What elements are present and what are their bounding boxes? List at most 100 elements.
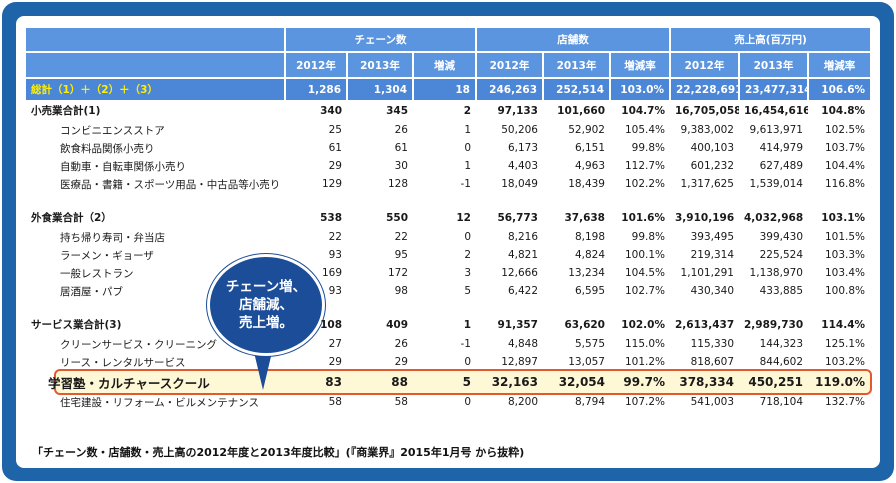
row-cell: 12,897 — [501, 356, 538, 368]
row-cell: 12,666 — [501, 267, 538, 279]
row-cell: 8,216 — [507, 231, 538, 243]
spacer-row — [26, 193, 870, 207]
row-cell: 101.2% — [624, 356, 665, 368]
row-cell: 430,340 — [690, 285, 734, 297]
row-cell: 1,101,291 — [680, 267, 734, 279]
row-cell: 6,173 — [507, 142, 538, 154]
row-cell: 95 — [394, 249, 408, 261]
row-cell: 4,821 — [507, 249, 538, 261]
total-cell: 23,477,314 — [738, 78, 808, 100]
table-row: 飲食料品関係小売り 61 61 0 6,173 6,151 99.8% 400,103 414,… — [26, 139, 870, 157]
row-cell: 8,200 — [507, 396, 538, 408]
row-cell: 399,430 — [759, 231, 803, 243]
row-cell: 16,454,616 — [744, 104, 808, 117]
row-label: 外食業合計（2） — [31, 212, 112, 224]
header-group-row: チェーン数 店舗数 売上高(百万円) — [26, 28, 871, 53]
row-cell: 105.4% — [624, 124, 665, 136]
row-cell: 99.7% — [623, 375, 665, 389]
row-label: 医療品・書籍・スポーツ用品・中古品等小売り — [60, 178, 281, 191]
row-cell: 225,524 — [759, 249, 803, 261]
row-cell: 550 — [386, 211, 408, 224]
row-label: クリーンサービス・クリーニング — [60, 338, 217, 351]
row-cell: 100.1% — [624, 249, 665, 261]
row-label: 小売業合計(1) — [31, 105, 101, 117]
row-cell: 9,383,002 — [680, 124, 734, 136]
row-cell: 26 — [394, 338, 408, 350]
row-cell: 93 — [328, 249, 342, 261]
row-cell: 104.4% — [824, 160, 866, 172]
row-cell: 169 — [321, 267, 342, 279]
row-cell: 18,049 — [501, 178, 538, 190]
row-label: 一般レストラン — [60, 267, 134, 280]
row-label: 飲食料品関係小売り — [60, 142, 155, 155]
row-cell: 107.2% — [624, 396, 665, 408]
table-row: リース・レンタルサービス 29 29 0 12,897 13,057 101.2% 818,6… — [26, 353, 870, 371]
row-cell: 29 — [394, 356, 408, 368]
header-sub-row: 2012年 2013年 増減 2012年 2013年 増減率 2012年 201… — [26, 52, 871, 79]
row-cell: 29 — [328, 356, 342, 368]
callout-line: チェーン増、 — [225, 279, 307, 295]
row-cell: 103.2% — [824, 356, 866, 368]
row-cell: 100.8% — [824, 285, 866, 297]
row-label: 居酒屋・パブ — [60, 285, 123, 298]
header-sub: 増減率 — [806, 52, 871, 79]
section-total-row: 小売業合計(1) 340 345 2 97,133 101,660 104.7% 16,705… — [26, 100, 870, 121]
row-cell: 29 — [328, 160, 342, 172]
row-cell: 144,323 — [759, 338, 803, 350]
row-cell: 116.8% — [824, 178, 866, 190]
total-cell: 22,228,691 — [669, 78, 739, 100]
row-cell: 50,206 — [501, 124, 538, 136]
table-row: 持ち帰り寿司・弁当店 22 22 0 8,216 8,198 99.8% 393,495 399… — [26, 228, 870, 246]
row-cell: 844,602 — [759, 356, 803, 368]
row-cell: 27 — [328, 338, 342, 350]
row-label: コンビニエンスストア — [60, 124, 165, 137]
row-cell: 22 — [328, 231, 342, 243]
row-cell: 26 — [394, 124, 408, 136]
header-sub: 増減 — [412, 52, 476, 79]
total-cell: 106.6% — [806, 78, 871, 100]
row-label: 住宅建設・リフォーム・ビルメンテナンス — [60, 396, 259, 409]
spacer-cell — [26, 300, 870, 314]
row-cell: 103.3% — [824, 249, 866, 261]
row-cell: 1,317,625 — [680, 178, 734, 190]
row-cell: -1 — [460, 178, 471, 190]
table-row: 住宅建設・リフォーム・ビルメンテナンス 58 58 0 8,200 8,794 107.2%… — [26, 393, 870, 411]
row-cell: 98 — [394, 285, 408, 297]
row-cell: 25 — [328, 124, 342, 136]
header-sub: 2013年 — [542, 52, 610, 79]
row-cell: 2 — [463, 104, 471, 117]
row-cell: 4,848 — [507, 338, 538, 350]
row-cell: 83 — [325, 375, 342, 389]
table-row: 自動車・自転車関係小売り 29 30 1 4,403 4,963 112.7% 601,232… — [26, 157, 870, 175]
row-label: 学習塾・カルチャースクール — [48, 375, 210, 391]
section-total-row: サービス業合計(3) 108 409 1 91,357 63,620 102.0% 2,613… — [26, 314, 870, 335]
row-cell: 0 — [464, 231, 471, 243]
row-cell: 5,575 — [574, 338, 605, 350]
row-cell: 0 — [464, 396, 471, 408]
callout-line: 店舗減、 — [239, 297, 293, 313]
row-label: ラーメン・ギョーザ — [60, 249, 154, 262]
row-cell: 345 — [386, 104, 408, 117]
highlight-box — [54, 369, 873, 395]
table-panel: チェーン数 店舗数 売上高(百万円) 2012年 2013年 増減 2012年 … — [16, 16, 880, 468]
row-cell: 5 — [462, 375, 471, 389]
total-cell: 1,286 — [284, 78, 347, 100]
row-cell: 101.5% — [824, 231, 866, 243]
total-cell: 252,514 — [542, 78, 610, 100]
row-cell: 97,133 — [497, 104, 538, 117]
row-cell: 18,439 — [568, 178, 605, 190]
row-cell: 61 — [394, 142, 408, 154]
row-cell: 103.7% — [824, 142, 866, 154]
header-sub: 増減率 — [609, 52, 670, 79]
comparison-table: チェーン数 店舗数 売上高(百万円) 2012年 2013年 増減 2012年 … — [26, 28, 871, 411]
row-cell: 119.0% — [815, 375, 866, 389]
source-footnote: 「チェーン数・店舗数・売上高の2012年度と2013年度比較」(『商業界』201… — [32, 446, 525, 459]
total-cell: 18 — [412, 78, 476, 100]
highlighted-row: 学習塾・カルチャースクール 83 88 5 32,163 32,054 99.7% 378,3… — [26, 371, 870, 393]
row-cell: 115,330 — [690, 338, 734, 350]
row-cell: 32,054 — [558, 375, 605, 389]
row-cell: 114.4% — [821, 318, 866, 331]
row-cell: 541,003 — [690, 396, 734, 408]
table-row: 医療品・書籍・スポーツ用品・中古品等小売り 129 128 -1 18,049 18,43… — [26, 175, 870, 193]
row-cell: 22 — [394, 231, 408, 243]
